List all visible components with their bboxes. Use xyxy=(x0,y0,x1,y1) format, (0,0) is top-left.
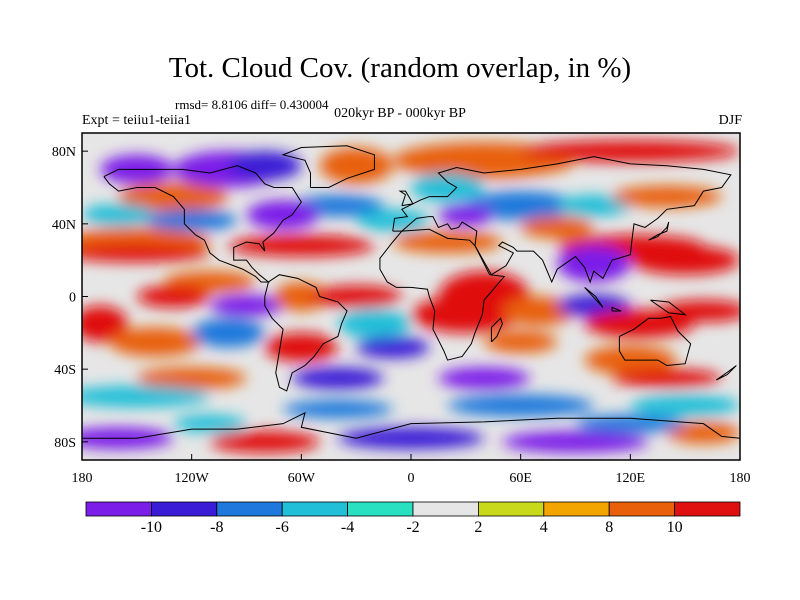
cloud-anomaly-region xyxy=(310,285,402,308)
colorbar-label: -6 xyxy=(275,519,289,536)
colorbar-swatch xyxy=(347,501,414,517)
cloud-anomaly-region xyxy=(520,140,740,163)
period-label: 020kyr BP - 000kyr BP xyxy=(334,106,466,121)
cloud-anomaly-region xyxy=(438,203,494,226)
coastline xyxy=(584,287,604,308)
cloud-anomaly-region xyxy=(438,367,530,390)
coastline xyxy=(281,145,375,188)
cloud-anomaly-region xyxy=(228,151,302,181)
coastline xyxy=(490,317,503,343)
cloud-anomaly-region xyxy=(109,327,201,357)
cloud-anomaly-region xyxy=(283,400,393,419)
cloud-anomaly-region xyxy=(630,394,740,417)
colorbar-label: -4 xyxy=(340,519,355,536)
lat-tick-label: 40S xyxy=(54,363,76,378)
season-label: DJF xyxy=(718,113,742,128)
cloud-anomaly-region xyxy=(657,300,740,322)
lon-tick-label: 0 xyxy=(408,471,415,486)
lon-tick-label: 60W xyxy=(288,471,316,486)
lon-tick-label: 180 xyxy=(730,471,751,486)
lat-tick-label: 0 xyxy=(69,291,76,306)
cloud-anomaly-region xyxy=(411,296,521,333)
coastline xyxy=(379,228,506,361)
cloud-anomaly-region xyxy=(484,331,558,353)
colorbar-swatch xyxy=(85,501,152,517)
coastline xyxy=(392,156,732,284)
cloud-anomaly-region xyxy=(392,231,503,253)
coastline xyxy=(264,274,348,392)
coastline xyxy=(618,315,692,367)
colorbar-swatch xyxy=(216,501,283,517)
colorbar-label: 4 xyxy=(539,519,548,536)
cloud-anomaly-region xyxy=(337,309,412,339)
lon-tick-label: 120W xyxy=(175,471,210,486)
colorbar-label: -2 xyxy=(406,519,420,536)
colorbar-label: -10 xyxy=(140,519,163,536)
colorbar-swatch xyxy=(674,501,741,517)
colorbar-label: -8 xyxy=(210,519,224,536)
cloud-anomaly-region xyxy=(612,369,722,388)
colorbar-label: 10 xyxy=(666,519,683,536)
lat-tick-label: 80N xyxy=(52,145,76,160)
cloud-anomaly-region xyxy=(292,367,384,390)
cloud-anomaly-region xyxy=(557,194,631,217)
coastline xyxy=(103,165,302,283)
colorbar-swatch xyxy=(608,501,676,517)
cloud-anomaly-region xyxy=(411,172,485,203)
cloud-anomaly-region xyxy=(173,414,247,433)
cloud-anomaly-region xyxy=(447,394,594,417)
lon-tick-label: 180 xyxy=(72,471,93,486)
cloud-anomaly-region xyxy=(502,430,649,453)
coastline xyxy=(648,221,670,241)
cloud-anomaly-region xyxy=(246,200,320,230)
stats-label: rmsd= 8.8106 diff= 0.430004 xyxy=(175,97,329,112)
cloud-anomaly-region xyxy=(209,430,320,453)
cloud-anomaly-region xyxy=(612,185,722,208)
cloud-anomaly-region xyxy=(82,305,128,342)
lat-tick-label: 80S xyxy=(54,436,76,451)
lat-tick-label: 40N xyxy=(52,218,76,233)
coastline xyxy=(398,190,414,207)
cloud-anomaly-region xyxy=(264,332,338,362)
colorbar-swatch xyxy=(477,501,545,517)
cloud-anomaly-region xyxy=(82,385,210,408)
cloud-anomaly-region xyxy=(502,296,576,326)
coastline xyxy=(82,411,740,439)
colorbar-swatch xyxy=(281,501,349,517)
lon-tick-label: 60E xyxy=(509,471,532,486)
cloud-anomaly-region xyxy=(136,367,247,390)
colorbar-swatch xyxy=(543,501,610,517)
coastline xyxy=(611,306,622,312)
cloud-anomaly-region xyxy=(666,421,740,444)
coastline xyxy=(650,299,687,316)
lon-tick-label: 120E xyxy=(616,471,646,486)
cloud-anomaly-region xyxy=(82,243,210,262)
experiment-label: Expt = teiiu1-teiia1 xyxy=(82,113,191,128)
cloud-anomaly-region xyxy=(191,318,265,348)
cloud-anomaly-region xyxy=(356,336,430,359)
cloud-anomaly-region xyxy=(356,209,430,232)
cloud-anomaly-region xyxy=(273,281,329,312)
cloud-anomaly-region xyxy=(630,245,740,275)
colorbar-swatch xyxy=(412,501,479,517)
cloud-anomaly-region xyxy=(520,216,594,239)
colorbar-label: 2 xyxy=(474,519,483,536)
cloud-anomaly-region xyxy=(557,245,631,282)
cloud-anomaly-region xyxy=(82,203,156,226)
chart-title: Tot. Cloud Cov. (random overlap, in %) xyxy=(168,52,632,84)
cloud-anomaly-region xyxy=(337,427,485,450)
colorbar-swatch xyxy=(150,501,218,517)
cloud-anomaly-region xyxy=(136,285,210,308)
colorbar-label: 8 xyxy=(605,519,614,536)
cloud-anomaly-region xyxy=(575,414,686,433)
coastline xyxy=(715,365,737,381)
cloud-anomaly-region xyxy=(465,191,576,221)
cloud-anomaly-region xyxy=(145,209,238,232)
